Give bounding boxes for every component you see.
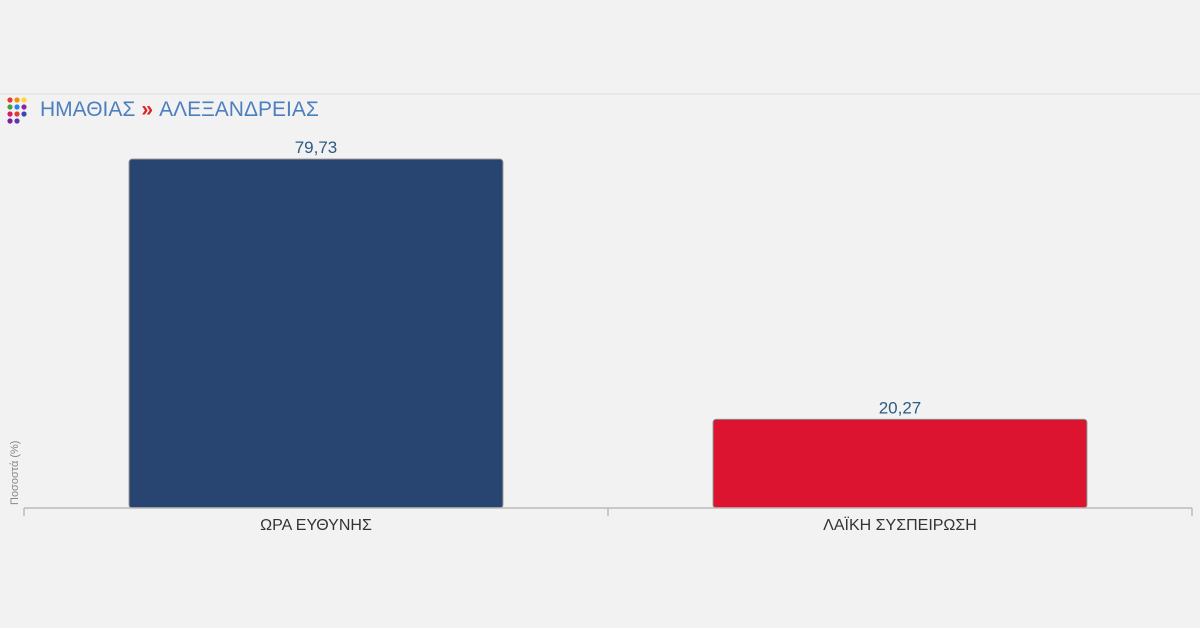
breadcrumb-municipality[interactable]: ΑΛΕΞΑΝΔΡΕΙΑΣ bbox=[159, 98, 319, 121]
category-label: ΩΡΑ ΕΥΘΥΝΗΣ bbox=[260, 517, 372, 534]
bar[interactable] bbox=[712, 418, 1088, 509]
top-band bbox=[0, 0, 1200, 95]
bar-chart: 79,73 20,27 ΩΡΑ ΕΥΘΥΝΗΣ ΛΑΪΚΗ ΣΥΣΠΕΙΡΩΣΗ Π… bbox=[9, 138, 1193, 534]
breadcrumb: ΗΜΑΘΙΑΣ » ΑΛΕΞΑΝΔΡΕΙΑΣ bbox=[6, 94, 319, 126]
category-labels-group: ΩΡΑ ΕΥΘΥΝΗΣ ΛΑΪΚΗ ΣΥΣΠΕΙΡΩΣΗ bbox=[260, 516, 977, 534]
category-label: ΛΑΪΚΗ ΣΥΣΠΕΙΡΩΣΗ bbox=[823, 516, 977, 534]
bar[interactable] bbox=[128, 158, 504, 509]
y-axis-label: Ποσοστά (%) bbox=[9, 441, 21, 505]
bar-value-label: 20,27 bbox=[879, 398, 922, 417]
chart-area: 79,73 20,27 ΩΡΑ ΕΥΘΥΝΗΣ ΛΑΪΚΗ ΣΥΣΠΕΙΡΩΣΗ Π… bbox=[0, 128, 1200, 538]
colored-dots-icon bbox=[7, 97, 27, 124]
bars-group bbox=[128, 158, 1088, 509]
breadcrumb-region[interactable]: ΗΜΑΘΙΑΣ bbox=[40, 98, 136, 121]
bar-value-label: 79,73 bbox=[295, 138, 338, 157]
breadcrumb-separator: » bbox=[141, 98, 154, 121]
value-labels-group: 79,73 20,27 bbox=[295, 138, 922, 417]
x-axis-group bbox=[23, 507, 1193, 516]
